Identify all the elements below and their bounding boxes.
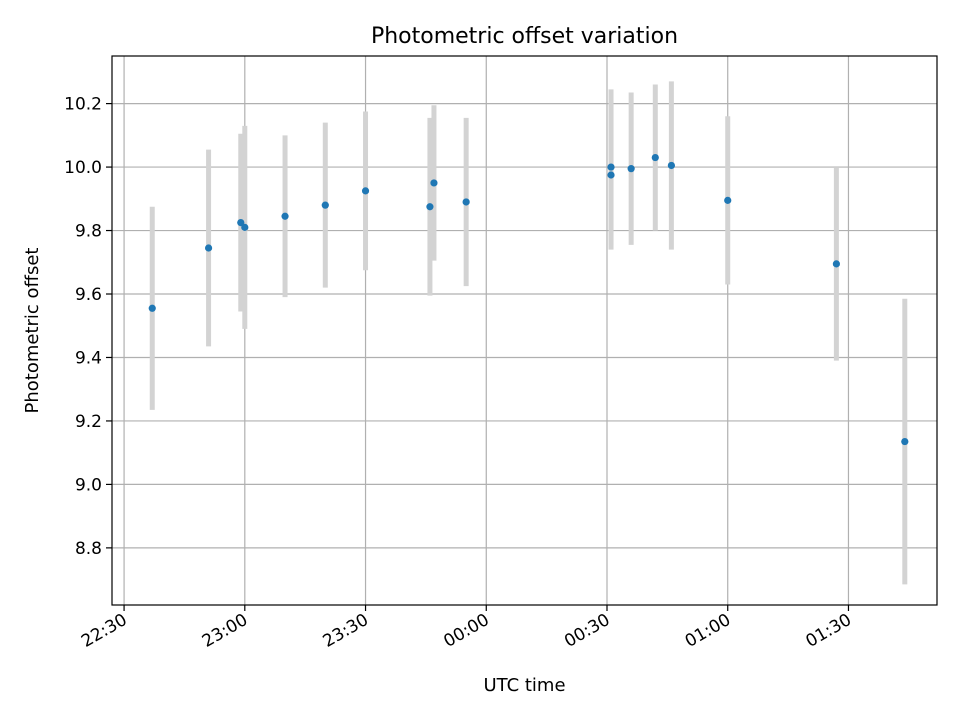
- data-point: [361, 187, 370, 195]
- y-tick-label: 10.2: [64, 95, 102, 115]
- y-tick-label: 9.8: [75, 222, 102, 242]
- y-tick-label: 9.4: [75, 348, 102, 368]
- data-point: [426, 203, 434, 211]
- data-point: [430, 179, 438, 187]
- y-axis-label: Photometric offset: [22, 248, 43, 414]
- data-point: [651, 153, 659, 162]
- data-point: [281, 212, 289, 220]
- data-point: [607, 171, 615, 179]
- data-point: [627, 165, 635, 173]
- y-tick-label: 8.8: [75, 539, 102, 559]
- data-point: [237, 219, 245, 227]
- y-tick-label: 9.2: [75, 412, 102, 432]
- data-point: [901, 437, 909, 446]
- plot-frame: [111, 55, 938, 606]
- data-point: [241, 223, 249, 231]
- data-point: [667, 161, 675, 170]
- y-tick-label: 10.0: [64, 158, 102, 178]
- data-point: [832, 260, 840, 268]
- y-tick-label: 9.6: [75, 285, 102, 305]
- data-point: [321, 201, 329, 209]
- data-point: [148, 304, 156, 312]
- data-point: [204, 244, 213, 252]
- y-axis-ticks: 8.8 9.0 9.2 9.4 9.6 9.8 10.0 10.2: [64, 95, 112, 559]
- data-point: [724, 196, 732, 204]
- data-point: [607, 163, 615, 171]
- x-axis-label: UTC time: [483, 675, 565, 696]
- y-tick-label: 9.0: [75, 475, 102, 495]
- data-points: [148, 153, 909, 446]
- data-point: [462, 198, 470, 206]
- chart-title: Photometric offset variation: [371, 24, 678, 49]
